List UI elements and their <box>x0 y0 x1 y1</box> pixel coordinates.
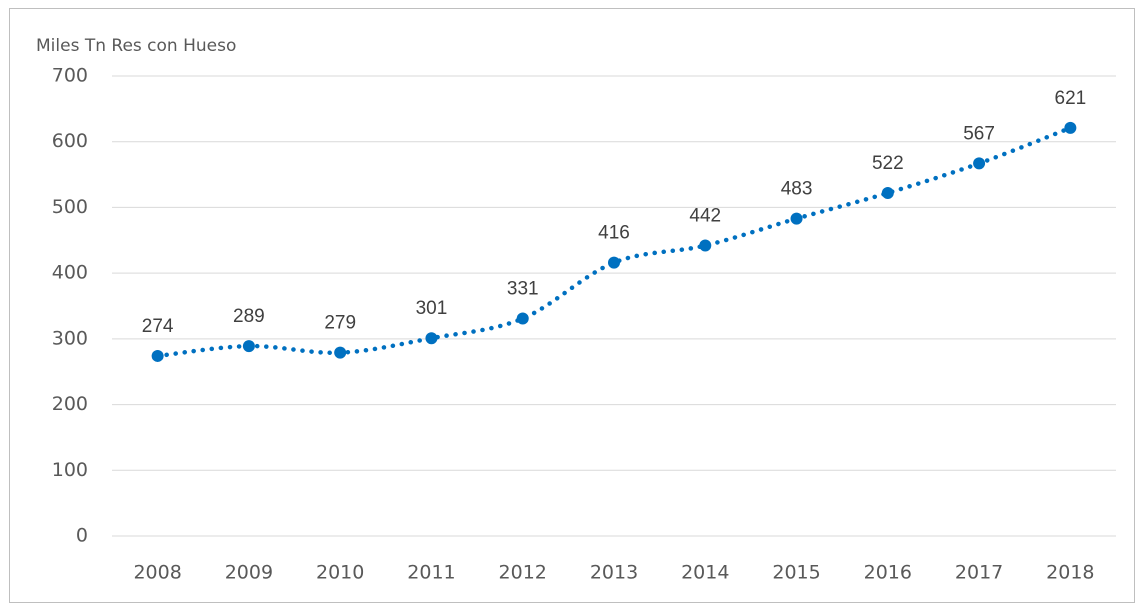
data-label: 274 <box>142 316 174 337</box>
y-tick-label: 600 <box>52 130 88 152</box>
y-tick-label: 0 <box>76 525 88 547</box>
x-tick-label: 2008 <box>133 562 181 584</box>
data-label: 279 <box>324 313 356 334</box>
y-tick-label: 400 <box>52 262 88 284</box>
marker <box>699 239 712 252</box>
marker <box>881 186 894 199</box>
data-label: 331 <box>507 279 539 300</box>
marker <box>608 256 620 269</box>
data-label: 442 <box>689 206 721 227</box>
y-tick-label: 300 <box>52 327 88 349</box>
x-tick-label: 2016 <box>864 562 912 584</box>
x-tick-label: 2012 <box>499 562 547 584</box>
marker <box>1064 121 1077 134</box>
y-tick-label: 700 <box>52 65 88 87</box>
y-axis-title: Miles Tn Res con Hueso <box>36 36 236 56</box>
data-label: 289 <box>233 306 265 327</box>
x-tick-label: 2011 <box>407 562 455 584</box>
marker <box>516 312 529 325</box>
x-tick-label: 2018 <box>1046 562 1094 584</box>
marker <box>425 332 438 345</box>
data-label: 416 <box>598 223 630 244</box>
marker <box>334 346 347 359</box>
marker <box>242 340 255 353</box>
data-label: 567 <box>963 123 995 144</box>
y-tick-label: 500 <box>52 196 88 218</box>
x-tick-label: 2010 <box>316 562 364 584</box>
data-label: 621 <box>1055 88 1087 109</box>
data-label: 522 <box>872 153 904 174</box>
y-tick-label: 100 <box>52 459 88 481</box>
x-tick-label: 2017 <box>955 562 1003 584</box>
marker <box>973 157 986 170</box>
marker <box>790 212 803 225</box>
y-tick-label: 200 <box>52 393 88 415</box>
x-tick-label: 2014 <box>681 562 729 584</box>
x-tick-label: 2015 <box>772 562 820 584</box>
chart-border <box>9 8 1135 603</box>
data-label: 483 <box>781 179 813 200</box>
x-tick-label: 2013 <box>590 562 638 584</box>
data-label: 301 <box>416 298 448 319</box>
marker <box>151 349 164 362</box>
x-tick-label: 2009 <box>225 562 273 584</box>
